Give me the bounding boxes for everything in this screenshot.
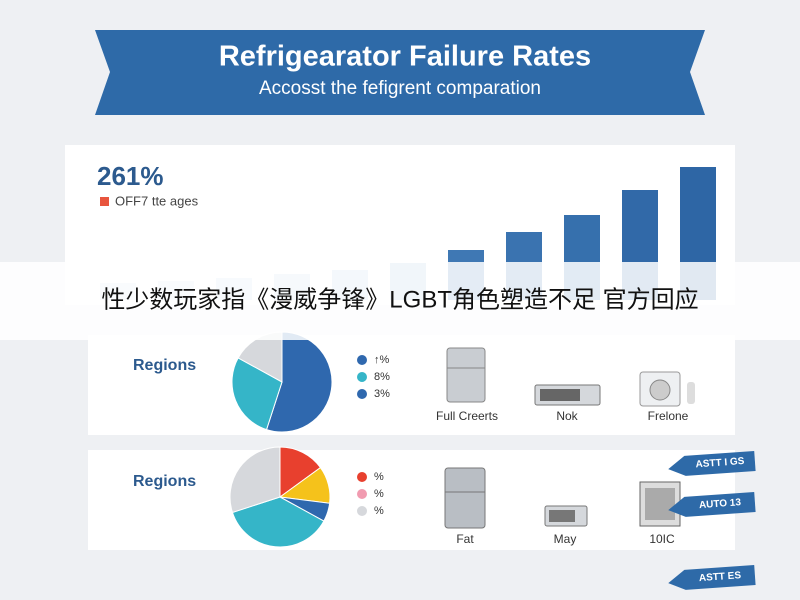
card <box>88 335 735 435</box>
legend-label: % <box>374 505 384 517</box>
pie-slice <box>229 446 281 514</box>
cabinet-icon <box>639 481 681 527</box>
fridge-icon <box>444 467 486 529</box>
chart-title: 261% <box>97 161 164 191</box>
pie-slice <box>231 357 283 431</box>
legend-label: % <box>374 471 384 483</box>
pie-slice <box>231 496 325 548</box>
product-label: May <box>554 532 577 546</box>
washer-icon <box>639 371 695 407</box>
product-label: Frelone <box>648 409 689 423</box>
legend-dot <box>357 389 367 399</box>
legend-dot <box>357 355 367 365</box>
banner-title: Refrigearator Failure Rates <box>219 41 591 73</box>
banner-subtitle: Accosst the fefigrent comparation <box>259 78 541 99</box>
legend-label: ↑% <box>374 354 390 366</box>
tag <box>668 492 756 517</box>
legend-label: 3% <box>374 388 390 400</box>
product-label: Full Creerts <box>436 409 498 423</box>
legend-swatch <box>100 197 109 206</box>
product-label: Nok <box>556 409 578 423</box>
tag-label: ASTT I GS <box>695 456 745 470</box>
legend-dot <box>357 472 367 482</box>
headline: 性少数玩家指《漫威争锋》LGBT角色塑造不足 官方回应 <box>101 286 698 313</box>
legend-dot <box>357 372 367 382</box>
legend-label: 8% <box>374 371 390 383</box>
banner <box>95 30 705 115</box>
tag-label: AUTO 13 <box>699 497 742 511</box>
product-label: Fat <box>456 532 474 546</box>
chart-title: Regions <box>133 473 196 490</box>
product-label: 10IC <box>649 532 675 546</box>
microwave-icon <box>544 505 588 527</box>
legend-dot <box>357 506 367 516</box>
legend-dot <box>357 489 367 499</box>
chart-title: Regions <box>133 357 196 374</box>
headline-band <box>0 262 800 340</box>
fridge-icon <box>446 347 486 403</box>
legend-label: % <box>374 488 384 500</box>
tag <box>668 451 756 476</box>
tag <box>668 565 756 590</box>
microwave-icon <box>534 384 601 406</box>
tag-label: ASTT ES <box>699 570 742 584</box>
card <box>88 450 735 550</box>
legend-label: OFF7 tte ages <box>115 193 199 208</box>
charts: 261% OFF7 tte ages Regions ↑% 8% 3% Regions%%% <box>97 161 716 548</box>
